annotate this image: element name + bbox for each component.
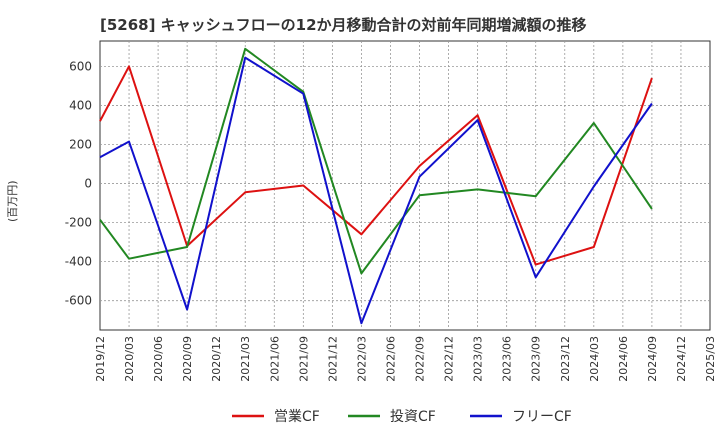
x-tick-label: 2024/12 — [675, 336, 688, 382]
x-tick-label: 2023/03 — [472, 336, 485, 382]
x-tick-label: 2022/09 — [414, 336, 427, 382]
chart-title: [5268] キャッシュフローの12か月移動合計の対前年同期増減額の推移 — [100, 16, 587, 34]
x-tick-label: 2023/09 — [530, 336, 543, 382]
x-tick-label: 2025/03 — [704, 336, 717, 382]
y-tick-label: 200 — [69, 137, 92, 151]
series-lines — [99, 47, 653, 325]
y-tick-label: 600 — [69, 59, 92, 73]
x-tick-label: 2024/03 — [588, 336, 601, 382]
legend-label: 投資CF — [390, 409, 436, 425]
plot-area — [99, 40, 711, 331]
y-tick-labels: -600 -400 -200 0 200 400 600 — [65, 59, 92, 307]
y-tick-label: -400 — [65, 255, 92, 269]
x-tick-label: 2021/03 — [239, 336, 252, 382]
x-tick-label: 2022/12 — [443, 336, 456, 382]
y-tick-label: -600 — [65, 294, 92, 308]
x-tick-label: 2022/06 — [384, 336, 397, 382]
x-tick-label: 2021/09 — [297, 336, 310, 382]
legend-label: フリーCF — [512, 409, 572, 425]
x-tick-label: 2020/12 — [210, 336, 223, 382]
x-tick-label: 2024/06 — [617, 336, 630, 382]
x-tick-label: 2022/03 — [355, 336, 368, 382]
y-tick-label: -200 — [65, 216, 92, 230]
legend-label: 営業CF — [274, 409, 320, 425]
x-tick-label: 2023/06 — [501, 336, 514, 382]
x-tick-label: 2021/12 — [326, 336, 339, 382]
x-tick-label: 2023/12 — [559, 336, 572, 382]
x-tick-labels: 2019/12 2020/03 2020/06 2020/09 2020/12 2021/… — [94, 336, 717, 382]
x-tick-label: 2020/06 — [152, 336, 165, 382]
x-tick-label: 2019/12 — [94, 336, 107, 382]
y-tick-label: 400 — [69, 98, 92, 112]
x-tick-label: 2021/06 — [268, 336, 281, 382]
y-tick-label: 0 — [84, 177, 92, 191]
x-tick-label: 2020/03 — [123, 336, 136, 382]
x-tick-label: 2024/09 — [646, 336, 659, 382]
x-tick-label: 2020/09 — [181, 336, 194, 382]
legend: 営業CF 投資CF フリーCF — [232, 409, 572, 425]
